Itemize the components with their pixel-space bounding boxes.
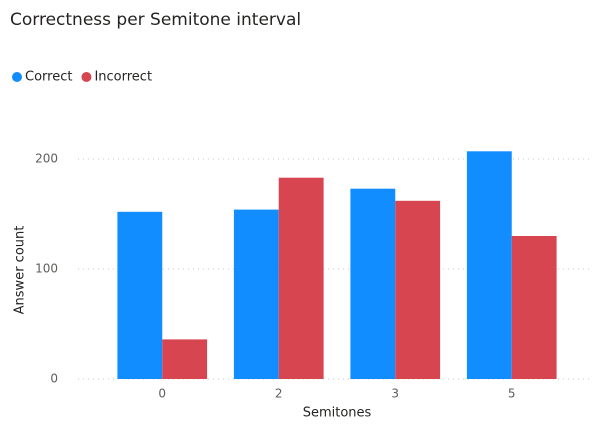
bar [466, 151, 512, 379]
bar [162, 339, 208, 379]
bar [278, 177, 324, 379]
bar [395, 200, 441, 379]
x-axis-label: Semitones [303, 406, 372, 421]
y-tick-label: 100 [35, 262, 58, 276]
y-axis-label: Answer count [13, 226, 28, 315]
y-tick-label: 200 [35, 152, 58, 166]
bar [233, 209, 279, 379]
legend-swatch [12, 72, 22, 82]
bar [350, 188, 396, 379]
legend-swatch [81, 72, 92, 82]
x-tick-label: 5 [508, 387, 516, 401]
x-tick-label: 3 [391, 387, 399, 401]
legend-label: Correct [25, 70, 72, 85]
bar [117, 211, 163, 379]
legend-label: Incorrect [94, 70, 152, 85]
x-tick-label: 2 [275, 387, 283, 401]
bar [511, 236, 557, 379]
x-tick-label: 0 [158, 387, 166, 401]
y-tick-label: 0 [50, 372, 58, 386]
chart-title: Correctness per Semitone interval [10, 10, 301, 30]
